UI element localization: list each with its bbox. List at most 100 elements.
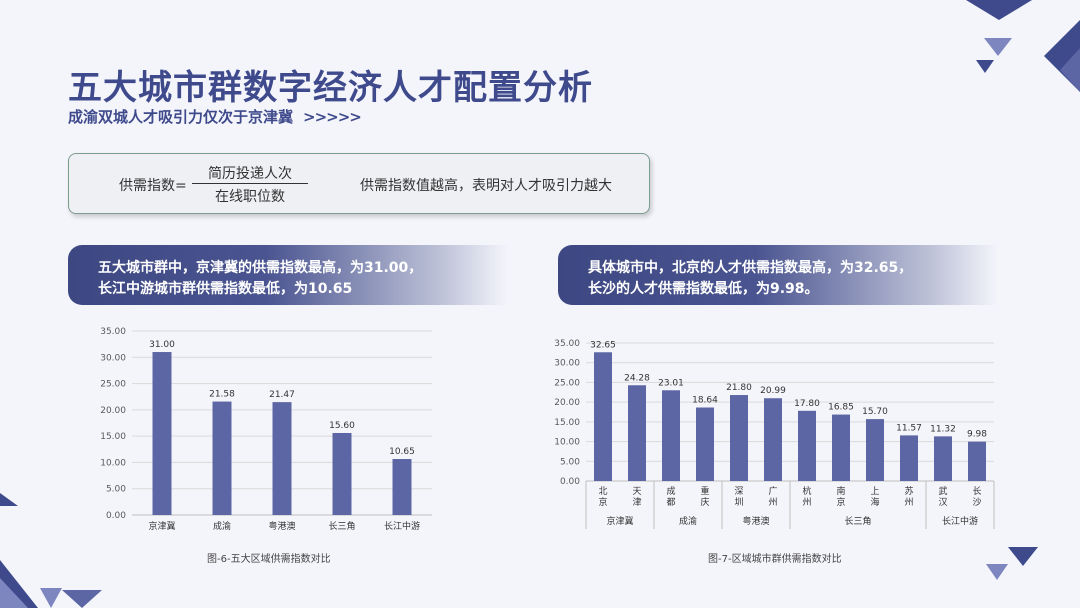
formula-numerator: 简历投递人次	[208, 166, 292, 182]
data-label: 16.85	[828, 403, 854, 413]
y-tick-label: 5.00	[106, 485, 126, 495]
formula-box: 供需指数= 简历投递人次 在线职位数 供需指数值越高，表明对人才吸引力越大	[68, 153, 650, 214]
y-tick-label: 20.00	[100, 406, 126, 416]
triangle-shape	[966, 0, 1032, 20]
decorative-triangles-bottom-left	[0, 493, 102, 608]
data-label: 18.64	[692, 396, 718, 406]
bar	[332, 432, 352, 515]
data-label: 9.98	[967, 430, 987, 440]
group-label: 成渝	[679, 515, 697, 527]
x-tick-label: 粤港澳	[268, 520, 295, 532]
chevrons-right-icon: >>>>>	[303, 108, 362, 126]
data-label: 31.00	[149, 340, 175, 350]
group-label: 长江中游	[942, 515, 978, 527]
fraction-line	[192, 183, 308, 184]
bar	[392, 459, 412, 515]
x-tick-label: 成都	[666, 485, 675, 508]
x-tick-label: 重庆	[700, 485, 709, 508]
x-tick-label: 南京	[836, 485, 845, 508]
formula-note: 供需指数值越高，表明对人才吸引力越大	[360, 178, 612, 194]
x-tick-label: 杭州	[802, 485, 811, 508]
banner-left-line1: 五大城市群中，京津冀的供需指数最高，为31.00，	[98, 260, 423, 276]
triangle-shape	[986, 564, 1008, 580]
y-tick-label: 30.00	[554, 359, 580, 369]
y-tick-label: 15.00	[554, 418, 580, 428]
x-tick-label: 北京	[598, 486, 607, 508]
formula-denominator: 在线职位数	[215, 189, 285, 205]
banner-left-line2: 长江中游城市群供需指数最低，为10.65	[98, 281, 353, 297]
bar	[832, 414, 850, 481]
data-label: 15.70	[862, 407, 888, 417]
triangle-shape	[40, 588, 62, 608]
triangle-shape	[984, 38, 1012, 56]
city-bar-chart: 0.00 5.00 10.00 15.00 20.00 25.00 30.00 35.00 32…	[554, 339, 995, 529]
x-tick-label: 京津冀	[148, 520, 175, 532]
data-label: 23.01	[658, 378, 684, 388]
data-label: 24.28	[624, 373, 650, 383]
x-tick-label: 长沙	[972, 485, 981, 508]
region-bar-chart: 0.00 5.00 10.00 15.00 20.00 25.00 30.00 35.00 31…	[100, 327, 432, 532]
y-tick-label: 15.00	[100, 432, 126, 442]
bar	[152, 352, 172, 515]
data-label: 15.60	[329, 421, 355, 431]
data-label: 11.32	[930, 424, 956, 434]
bar	[594, 352, 612, 481]
bar	[968, 441, 986, 481]
bar	[900, 435, 918, 481]
bar	[696, 407, 714, 481]
data-label: 21.80	[726, 383, 752, 393]
y-tick-label: 20.00	[554, 398, 580, 408]
x-tick-label: 武汉	[938, 485, 947, 508]
bar	[628, 385, 646, 481]
data-label: 20.99	[760, 386, 786, 396]
data-label: 17.80	[794, 399, 820, 409]
formula-lhs: 供需指数=	[119, 178, 187, 194]
x-tick-label: 天津	[632, 487, 641, 508]
y-tick-label: 0.00	[560, 477, 580, 487]
bar	[212, 401, 232, 515]
group-label: 长三角	[844, 515, 871, 527]
y-tick-label: 10.00	[554, 438, 580, 448]
triangle-shape	[62, 590, 102, 608]
data-label: 21.47	[269, 390, 295, 400]
y-tick-label: 35.00	[554, 339, 580, 349]
triangle-shape	[1060, 48, 1080, 92]
bar	[866, 419, 884, 481]
triangle-shape	[0, 493, 18, 506]
page-subtitle: 成渝双城人才吸引力仅次于京津冀 >>>>>	[68, 106, 362, 127]
group-label: 粤港澳	[742, 515, 769, 527]
x-tick-label: 长江中游	[384, 520, 420, 532]
bar	[764, 398, 782, 481]
subtitle-text: 成渝双城人才吸引力仅次于京津冀	[68, 108, 294, 126]
y-tick-label: 35.00	[100, 327, 126, 337]
x-tick-label: 深圳	[734, 486, 743, 508]
bar	[798, 410, 816, 481]
triangle-shape	[0, 578, 28, 608]
x-tick-label: 苏州	[904, 485, 913, 508]
x-tick-label: 广州	[768, 485, 777, 508]
decorative-triangles-bottom-right	[986, 547, 1038, 580]
y-tick-label: 0.00	[106, 511, 126, 521]
bar	[662, 390, 680, 481]
x-tick-label: 长三角	[328, 520, 355, 532]
triangle-shape	[976, 60, 994, 73]
triangle-shape	[1008, 547, 1038, 566]
data-label: 32.65	[590, 340, 616, 350]
bar	[272, 402, 292, 515]
data-label: 10.65	[389, 447, 415, 457]
bar	[730, 395, 748, 481]
page-title: 五大城市群数字经济人才配置分析	[68, 68, 593, 108]
bar	[934, 436, 952, 481]
chart-caption-right: 图-7-区域城市群供需指数对比	[708, 554, 842, 565]
x-tick-label: 上海	[870, 486, 879, 508]
data-label: 11.57	[896, 423, 922, 433]
y-tick-label: 25.00	[100, 380, 126, 390]
banner-right-line1: 具体城市中，北京的人才供需指数最高，为32.65，	[588, 260, 913, 276]
data-label: 21.58	[209, 390, 235, 400]
y-tick-label: 10.00	[100, 458, 126, 468]
summary-banner-right: 具体城市中，北京的人才供需指数最高，为32.65， 长沙的人才供需指数最低，为9…	[558, 245, 998, 305]
chart-caption-left: 图-6-五大区域供需指数对比	[207, 554, 331, 565]
summary-banner-left: 五大城市群中，京津冀的供需指数最高，为31.00， 长江中游城市群供需指数最低，…	[68, 245, 508, 305]
decorative-triangles-top-right	[966, 0, 1080, 92]
y-tick-label: 25.00	[554, 378, 580, 388]
